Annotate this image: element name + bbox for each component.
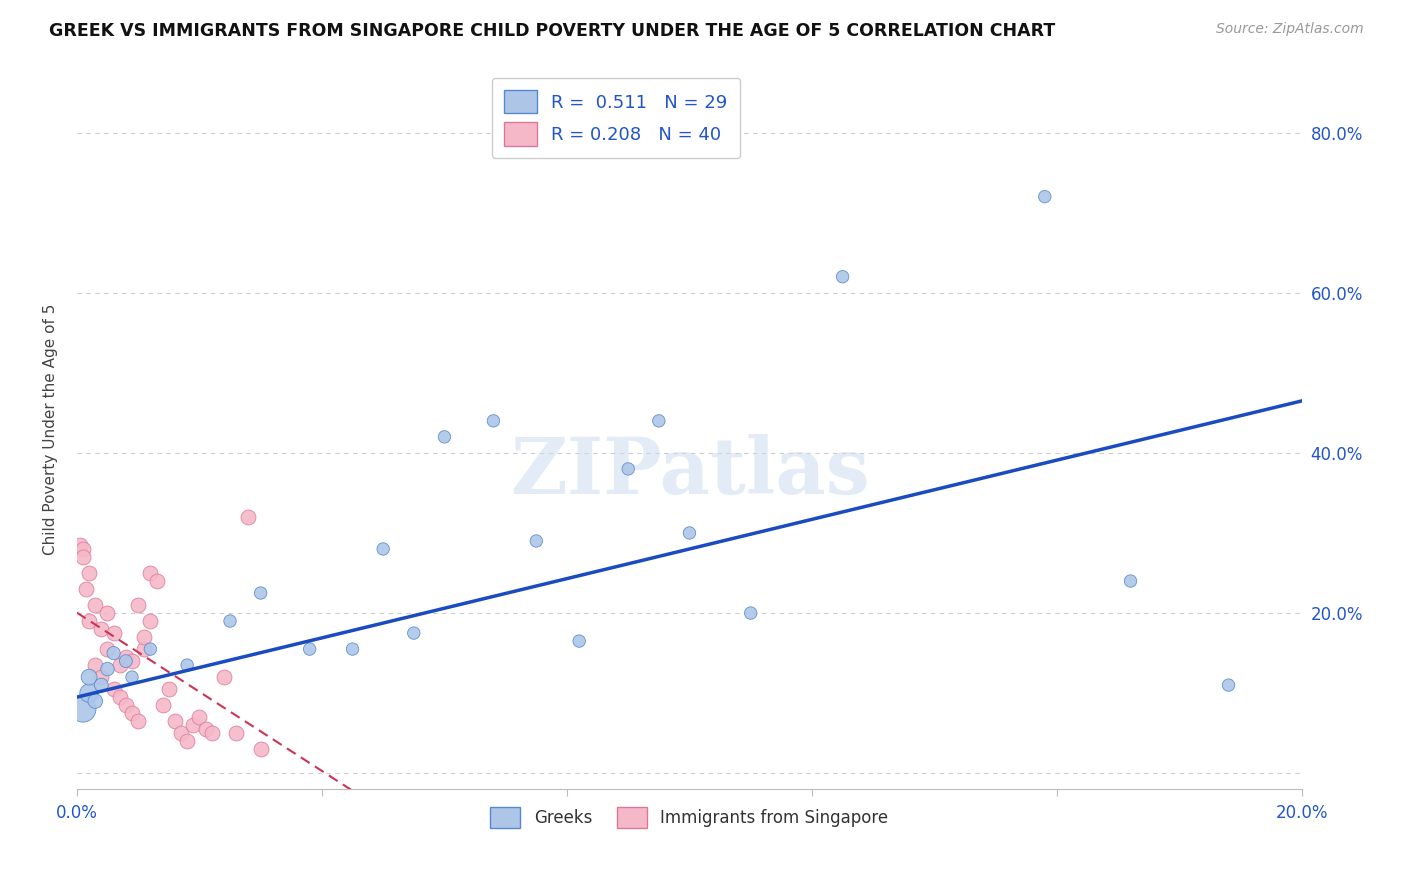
Point (194, 722, 217, 736)
Point (72, 541, 94, 556)
Point (121, 654, 143, 668)
Point (115, 698, 138, 713)
Point (139, 642, 162, 657)
Point (96, 642, 118, 657)
Point (1218, 678, 1240, 692)
Point (1119, 574, 1142, 588)
Point (127, 714, 149, 728)
Text: GREEK VS IMMIGRANTS FROM SINGAPORE CHILD POVERTY UNDER THE AGE OF 5 CORRELATION : GREEK VS IMMIGRANTS FROM SINGAPORE CHILD… (49, 22, 1056, 40)
Legend: Greeks, Immigrants from Singapore: Greeks, Immigrants from Singapore (484, 800, 896, 835)
Point (103, 626, 125, 640)
Point (115, 654, 138, 668)
Point (617, 462, 640, 476)
Point (181, 718, 204, 732)
Point (145, 574, 167, 588)
Point (342, 642, 364, 657)
Point (1033, 189, 1056, 203)
Point (568, 634, 591, 648)
Point (77, 686, 100, 700)
Point (121, 706, 143, 720)
Point (72, 549, 94, 564)
Point (103, 646, 125, 660)
Point (163, 714, 186, 728)
Point (238, 510, 260, 524)
Point (740, 606, 762, 620)
Point (90, 678, 112, 692)
Point (219, 614, 242, 628)
Point (176, 658, 198, 673)
Point (69, 538, 91, 552)
Point (134, 642, 156, 657)
Point (77, 670, 100, 684)
Point (249, 742, 271, 756)
Point (188, 710, 211, 724)
Point (648, 414, 671, 428)
Point (84, 598, 107, 612)
Point (212, 670, 235, 684)
Point (77, 566, 100, 580)
Point (90, 670, 112, 684)
Point (134, 630, 156, 644)
Y-axis label: Child Poverty Under the Age of 5: Child Poverty Under the Age of 5 (44, 303, 58, 555)
Point (139, 614, 162, 628)
Point (249, 586, 271, 600)
Point (402, 626, 425, 640)
Point (115, 650, 138, 665)
Point (157, 682, 180, 697)
Text: ZIPatlas: ZIPatlas (509, 434, 869, 510)
Point (84, 694, 107, 708)
Point (121, 670, 143, 684)
Point (75, 582, 97, 596)
Point (678, 526, 700, 541)
Point (96, 662, 118, 676)
Point (433, 430, 456, 444)
Point (127, 598, 149, 612)
Point (176, 734, 198, 748)
Point (373, 541, 395, 556)
Point (225, 726, 247, 740)
Point (201, 726, 224, 740)
Point (298, 642, 321, 657)
Point (108, 658, 131, 673)
Point (524, 533, 547, 548)
Point (139, 566, 162, 580)
Point (482, 414, 505, 428)
Point (831, 269, 853, 284)
Point (152, 698, 174, 713)
Point (108, 690, 131, 705)
Point (170, 726, 193, 740)
Point (96, 606, 118, 620)
Point (103, 682, 125, 697)
Text: Source: ZipAtlas.com: Source: ZipAtlas.com (1216, 22, 1364, 37)
Point (72, 702, 94, 716)
Point (77, 614, 100, 628)
Point (84, 658, 107, 673)
Point (90, 622, 112, 636)
